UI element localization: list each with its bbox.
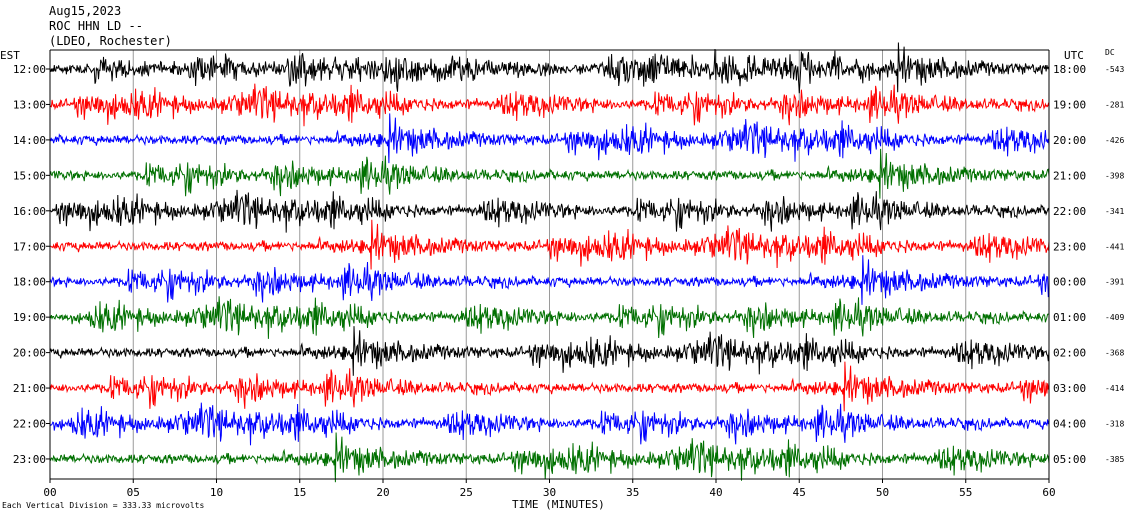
- trace-layer: [49, 42, 1050, 483]
- utc-label-5: 23:00: [1053, 240, 1086, 253]
- x-tick-50: 50: [876, 486, 889, 499]
- utc-label-9: 03:00: [1053, 382, 1086, 395]
- est-label-4: 16:00: [13, 205, 46, 218]
- dc-label-6: -391: [1105, 278, 1124, 287]
- dc-title: DC: [1105, 48, 1115, 57]
- dc-label-2: -426: [1105, 136, 1124, 145]
- dc-label-0: -543: [1105, 65, 1124, 74]
- x-tick-40: 40: [709, 486, 722, 499]
- header-station: ROC HHN LD --: [49, 19, 143, 33]
- x-tick-30: 30: [543, 486, 556, 499]
- dc-label-8: -368: [1105, 349, 1124, 358]
- utc-label-1: 19:00: [1053, 98, 1086, 111]
- utc-label-7: 01:00: [1053, 311, 1086, 324]
- dc-label-10: -318: [1105, 420, 1124, 429]
- est-label-6: 18:00: [13, 276, 46, 289]
- utc-label-8: 02:00: [1053, 347, 1086, 360]
- x-tick-35: 35: [626, 486, 639, 499]
- trace-row-1: [49, 83, 1050, 127]
- est-label-11: 23:00: [13, 453, 46, 466]
- dc-label-9: -414: [1105, 384, 1124, 393]
- x-tick-05: 05: [127, 486, 140, 499]
- trace-row-0: [49, 42, 1050, 94]
- grid-lines: [132, 50, 967, 479]
- dc-label-4: -341: [1105, 207, 1124, 216]
- x-tick-15: 15: [293, 486, 306, 499]
- header-location: (LDEO, Rochester): [49, 34, 172, 48]
- trace-row-3: [49, 148, 1050, 199]
- x-tick-45: 45: [793, 486, 806, 499]
- right-axis-title: UTC: [1064, 49, 1084, 62]
- x-tick-60: 60: [1042, 486, 1055, 499]
- x-tick-00: 00: [43, 486, 56, 499]
- dc-label-11: -385: [1105, 455, 1124, 464]
- utc-label-0: 18:00: [1053, 63, 1086, 76]
- est-label-8: 20:00: [13, 347, 46, 360]
- trace-row-11: [49, 432, 1050, 483]
- dc-label-7: -409: [1105, 313, 1124, 322]
- est-label-9: 21:00: [13, 382, 46, 395]
- dc-label-5: -441: [1105, 242, 1124, 251]
- trace-row-2: [49, 113, 1050, 164]
- header-date: Aug15,2023: [49, 4, 122, 18]
- est-label-10: 22:00: [13, 418, 46, 431]
- est-label-3: 15:00: [13, 169, 46, 182]
- scale-note: Each Vertical Division = 333.33 microvol…: [2, 501, 204, 510]
- est-label-2: 14:00: [13, 134, 46, 147]
- trace-row-9: [49, 361, 1050, 412]
- est-label-0: 12:00: [13, 63, 46, 76]
- trace-row-7: [49, 296, 1050, 339]
- est-label-1: 13:00: [13, 98, 46, 111]
- est-label-7: 19:00: [13, 311, 46, 324]
- trace-row-8: [49, 326, 1050, 376]
- axis-labels: EST UTC DC TIME (MINUTES) Each Vertical …: [0, 48, 1124, 511]
- utc-label-10: 04:00: [1053, 418, 1086, 431]
- x-tick-55: 55: [959, 486, 972, 499]
- dc-label-1: -281: [1105, 100, 1124, 109]
- left-axis-title: EST: [0, 49, 20, 62]
- x-axis-label: TIME (MINUTES): [512, 498, 605, 511]
- plot-frame: [46, 49, 1050, 483]
- trace-row-5: [49, 219, 1050, 270]
- utc-label-3: 21:00: [1053, 169, 1086, 182]
- dc-label-3: -398: [1105, 171, 1124, 180]
- trace-row-4: [49, 189, 1050, 233]
- utc-label-11: 05:00: [1053, 453, 1086, 466]
- x-tick-10: 10: [210, 486, 223, 499]
- trace-row-6: [49, 255, 1050, 305]
- trace-row-10: [49, 402, 1050, 446]
- est-label-5: 17:00: [13, 240, 46, 253]
- x-tick-25: 25: [460, 486, 473, 499]
- utc-label-4: 22:00: [1053, 205, 1086, 218]
- utc-label-2: 20:00: [1053, 134, 1086, 147]
- utc-label-6: 00:00: [1053, 276, 1086, 289]
- x-tick-20: 20: [376, 486, 389, 499]
